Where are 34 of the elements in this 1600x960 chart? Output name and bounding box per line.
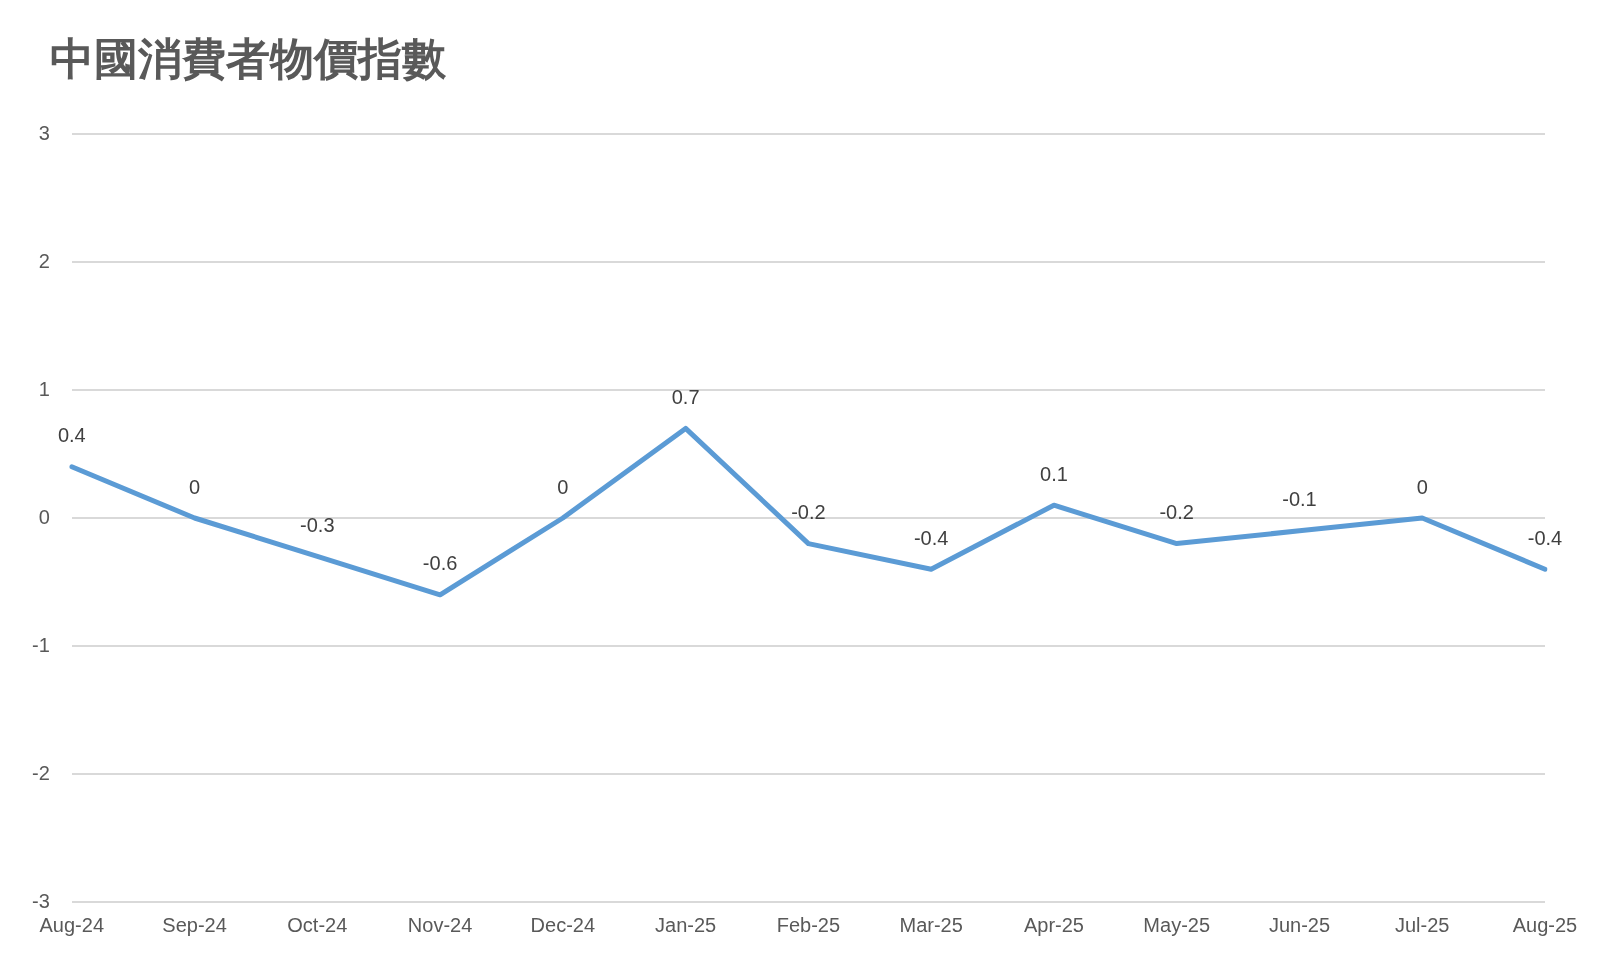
y-tick-label: 0 [38, 505, 50, 528]
y-tick-label: 1 [38, 377, 50, 400]
x-tick-label: Nov-24 [407, 913, 473, 936]
x-tick-label: Jun-25 [1268, 913, 1331, 936]
data-label: -0.2 [791, 501, 826, 524]
x-tick-label: Mar-25 [899, 913, 963, 936]
data-label: 0 [188, 475, 201, 498]
y-tick-label: 2 [38, 249, 50, 272]
x-tick-label: Oct-24 [287, 913, 348, 936]
data-label: 0.7 [671, 385, 700, 408]
data-label: -0.3 [300, 513, 335, 536]
data-label: 0 [1416, 475, 1428, 498]
y-tick-label: -2 [31, 761, 50, 784]
data-label: -0.4 [913, 526, 949, 549]
data-label: 0.4 [57, 424, 86, 447]
data-label: 0.1 [1040, 462, 1068, 485]
data-label: -0.4 [1527, 526, 1563, 549]
x-tick-label: May-25 [1143, 913, 1211, 936]
y-tick-label: -3 [31, 889, 50, 912]
data-label: -0.6 [422, 552, 458, 575]
x-tick-label: Jul-25 [1394, 913, 1450, 936]
y-tick-label: -1 [31, 633, 50, 656]
x-tick-label: Aug-25 [1512, 913, 1578, 936]
x-tick-label: Sep-24 [162, 913, 227, 936]
x-tick-label: Jan-25 [655, 913, 717, 936]
chart-title: 中國消費者物價指數 [50, 32, 446, 86]
x-tick-label: Apr-25 [1023, 913, 1084, 936]
x-tick-label: Aug-24 [39, 913, 105, 936]
y-tick-label: 3 [38, 121, 50, 144]
data-label: -0.2 [1159, 501, 1194, 524]
x-tick-label: Dec-24 [530, 913, 596, 936]
data-label: -0.1 [1282, 488, 1317, 511]
x-tick-label: Feb-25 [776, 913, 841, 936]
data-label: 0 [557, 475, 569, 498]
